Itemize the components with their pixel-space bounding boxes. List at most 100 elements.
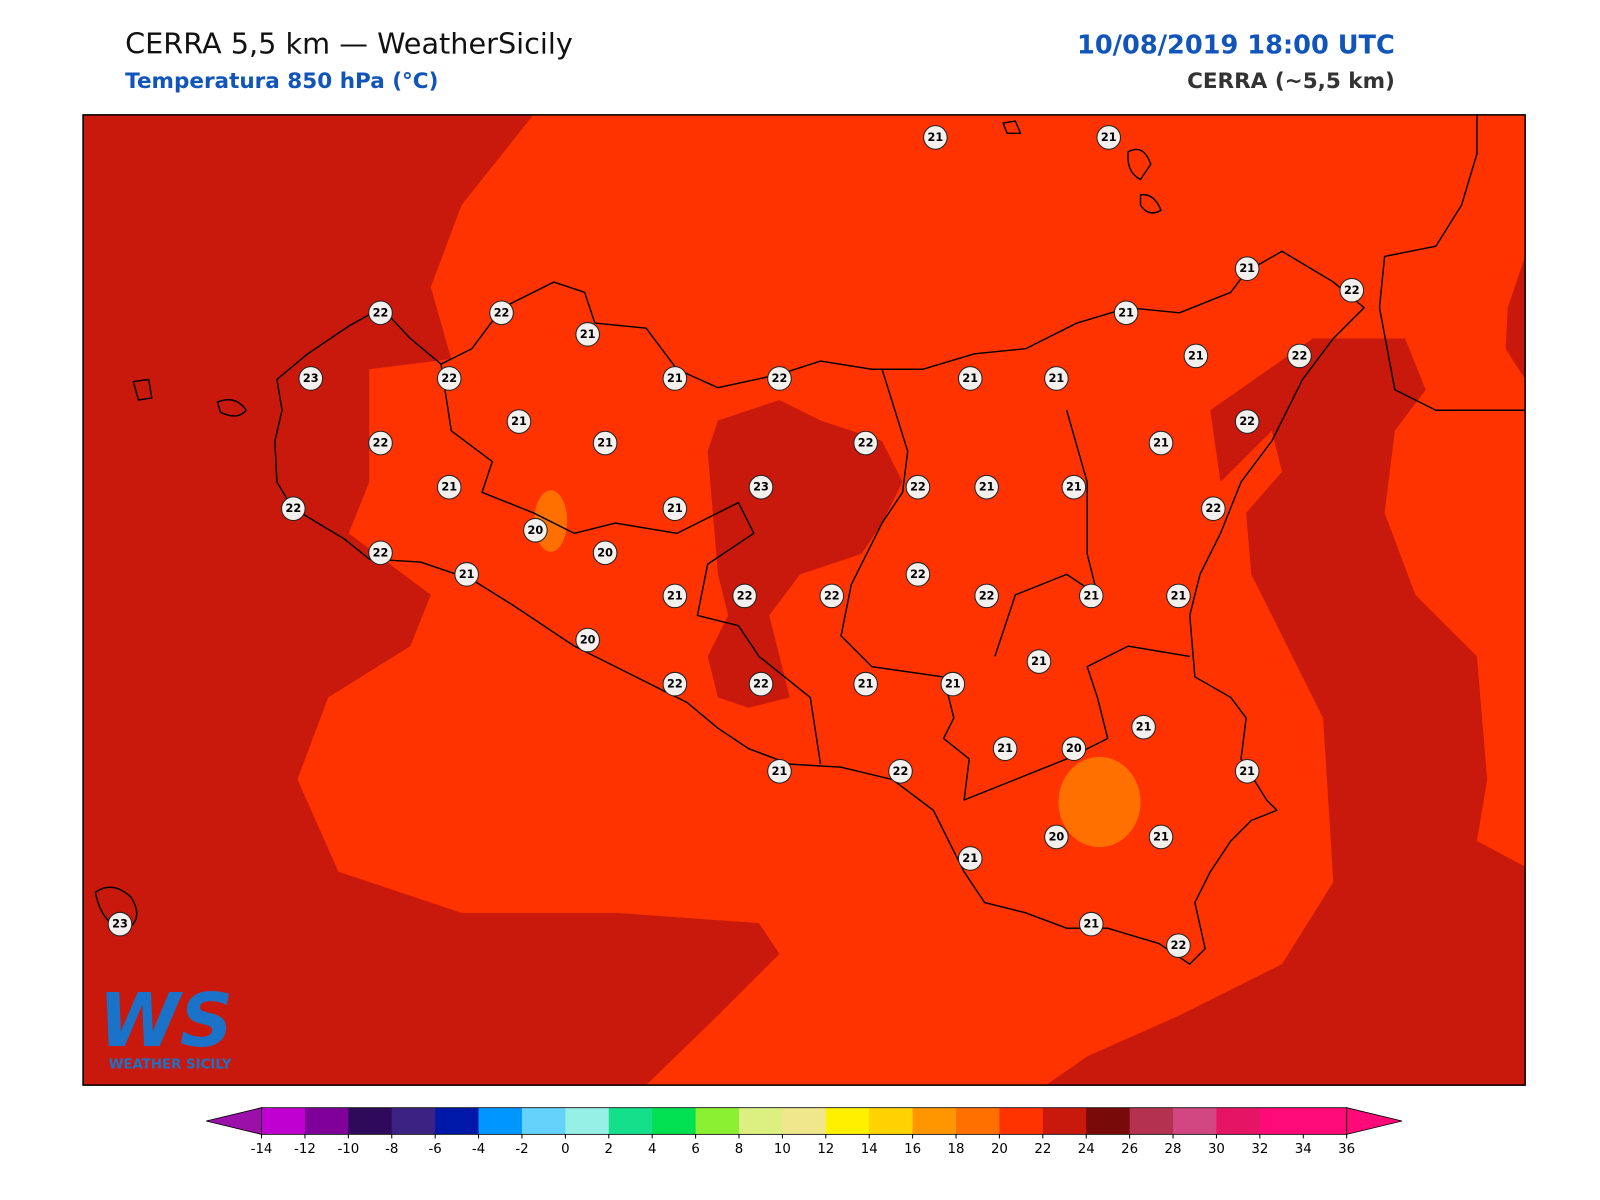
station-marker xyxy=(1339,277,1365,303)
station-marker xyxy=(489,300,514,326)
station-value: 20 xyxy=(1066,742,1082,755)
map: 21 21 21 22 22 22 21 21 21 22 23 22 21 22 21 21 21 22 21 22… xyxy=(82,114,1526,1086)
station-marker xyxy=(992,736,1018,762)
station-marker xyxy=(905,474,931,500)
station-value: 21 xyxy=(667,502,683,515)
colorbar-cell xyxy=(782,1107,827,1135)
colorbar-cell xyxy=(521,1107,566,1135)
station-marker xyxy=(281,496,306,522)
station-marker xyxy=(1287,343,1312,369)
station-value: 22 xyxy=(373,437,389,450)
station-value: 21 xyxy=(511,415,527,428)
colorbar-tick-label: 10 xyxy=(774,1142,791,1157)
station-value: 21 xyxy=(1083,918,1099,931)
colorbar-tick-label: 34 xyxy=(1295,1142,1312,1157)
station-marker xyxy=(436,474,462,500)
colorbar-extend-high xyxy=(1346,1107,1403,1135)
field-22-24 xyxy=(1505,256,1526,380)
station-value: 22 xyxy=(772,372,788,385)
station-marker xyxy=(662,671,688,697)
station-value: 21 xyxy=(1118,306,1134,319)
map-frame xyxy=(82,114,1526,1086)
colorbar-tick-label: 36 xyxy=(1338,1142,1355,1157)
colorbar-cell xyxy=(1042,1107,1087,1135)
logo-name: WEATHER SICILY xyxy=(109,1058,232,1073)
colorbar-tick-label: 6 xyxy=(691,1142,699,1157)
station-value: 22 xyxy=(1239,415,1255,428)
colorbar: -14 -12 -10 -8 -6 -4 -2 0 2 4 6 8 10 12 14 16 18 20 22 24 26… xyxy=(206,1107,1403,1157)
station-marker xyxy=(368,430,393,456)
field-18-20 xyxy=(1058,756,1141,848)
station-value: 20 xyxy=(580,634,596,647)
station-marker xyxy=(1078,911,1104,937)
colorbar-cell xyxy=(304,1107,349,1135)
coastline xyxy=(274,250,1365,965)
station-value: 20 xyxy=(1049,830,1065,843)
station-marker xyxy=(957,846,983,871)
station-value: 22 xyxy=(893,765,909,778)
colorbar-tick-label: 12 xyxy=(817,1142,834,1157)
colorbar-cell xyxy=(869,1107,914,1135)
station-value: 20 xyxy=(597,546,613,559)
station-value: 22 xyxy=(373,546,389,559)
station-value: 21 xyxy=(459,568,475,581)
model-label: CERRA (~5,5 km) xyxy=(1187,69,1395,94)
station-value: 21 xyxy=(945,678,961,691)
station-marker xyxy=(888,758,913,784)
station-marker xyxy=(748,474,774,500)
station-marker xyxy=(853,671,878,697)
colorbar-tick-label: 24 xyxy=(1078,1142,1095,1157)
station-value: 22 xyxy=(979,589,995,602)
colorbar-cell xyxy=(608,1107,653,1135)
station-value: 21 xyxy=(962,372,978,385)
station-value: 21 xyxy=(1153,830,1169,843)
station-value: 21 xyxy=(1066,481,1082,494)
colorbar-tick-label: 26 xyxy=(1121,1142,1138,1157)
station-marker xyxy=(1131,714,1156,740)
colorbar-cell xyxy=(956,1107,1000,1135)
station-marker xyxy=(940,671,966,697)
station-marker xyxy=(767,366,792,391)
station-value: 23 xyxy=(303,372,319,385)
title: CERRA 5,5 km — WeatherSicily xyxy=(125,26,573,60)
station-marker xyxy=(1078,583,1104,609)
station-value: 21 xyxy=(1049,372,1065,385)
colorbar-tick-label: 22 xyxy=(1034,1142,1051,1157)
station-marker xyxy=(1234,256,1260,282)
station-marker xyxy=(1044,366,1069,391)
station-marker xyxy=(1166,933,1191,958)
station-marker xyxy=(974,474,999,500)
station-marker xyxy=(107,911,133,937)
station-value: 22 xyxy=(667,678,683,691)
station-value: 22 xyxy=(910,568,926,581)
island xyxy=(132,378,247,417)
station-marker xyxy=(1183,343,1209,369)
station-value: 21 xyxy=(962,852,978,865)
station-value: 21 xyxy=(597,437,613,450)
colorbar-cell xyxy=(348,1107,393,1135)
colorbar-cell xyxy=(999,1107,1044,1135)
station-value: 22 xyxy=(1344,284,1360,297)
colorbar-tick-label: 18 xyxy=(948,1142,965,1157)
colorbar-tick-label: 30 xyxy=(1208,1142,1225,1157)
colorbar-tick-label: 28 xyxy=(1165,1142,1182,1157)
colorbar-tick-label: -8 xyxy=(385,1142,398,1157)
field-22-24 xyxy=(1046,338,1526,1086)
station-marker xyxy=(957,366,983,391)
colorbar-cell xyxy=(1086,1107,1131,1135)
colorbar-cell xyxy=(565,1107,610,1135)
station-marker xyxy=(592,430,618,456)
colorbar-tick-label: -10 xyxy=(337,1142,359,1157)
station-value: 21 xyxy=(667,589,683,602)
colorbar-tick-label: 4 xyxy=(648,1142,656,1157)
colorbar-cell xyxy=(1259,1107,1304,1135)
colorbar-tick-label: -6 xyxy=(429,1142,442,1157)
colorbar-cell xyxy=(261,1107,306,1135)
colorbar-tick-label: -2 xyxy=(515,1142,528,1157)
station-marker xyxy=(767,758,792,784)
station-value: 21 xyxy=(1153,437,1169,450)
station-marker xyxy=(732,583,757,609)
station-marker xyxy=(436,366,462,391)
station-marker xyxy=(853,430,878,456)
datetime: 10/08/2019 18:00 UTC xyxy=(1077,30,1395,60)
